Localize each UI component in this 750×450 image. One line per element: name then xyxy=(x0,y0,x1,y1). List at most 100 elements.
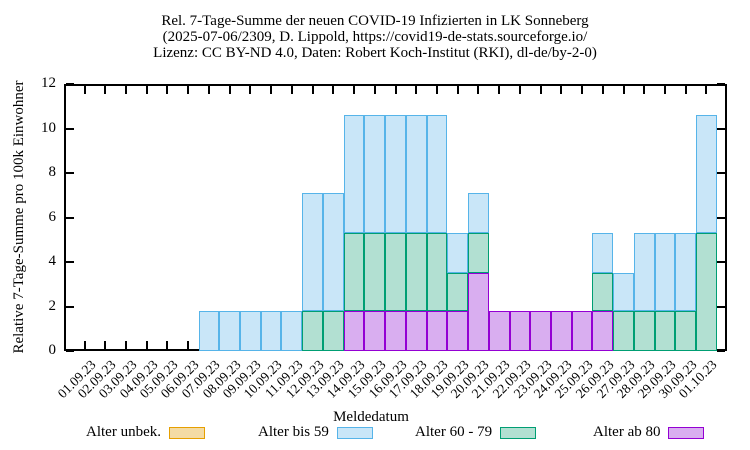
bar-segment-alter-bis-59 xyxy=(633,233,655,311)
bar-segment-alter-ab-80 xyxy=(426,310,448,351)
x-tick-top xyxy=(684,86,687,94)
x-tick xyxy=(166,341,169,349)
bar-segment-alter-60-79 xyxy=(613,310,634,351)
bar-segment-alter-bis-59 xyxy=(260,310,282,351)
bar-segment-alter-bis-59 xyxy=(592,233,614,274)
legend-swatch-alter-bis-59 xyxy=(336,426,373,439)
chart-title: Rel. 7-Tage-Summe der neuen COVID-19 Inf… xyxy=(0,13,750,61)
x-tick-top xyxy=(228,86,231,94)
bar-segment-alter-ab-80 xyxy=(468,273,489,351)
bar-segment-alter-60-79 xyxy=(675,310,697,351)
legend-item-alter-ab-80: Alter ab 80 xyxy=(593,424,705,441)
x-tick xyxy=(124,341,127,349)
bar-segment-alter-ab-80 xyxy=(571,310,593,351)
x-tick-top xyxy=(104,86,107,94)
bar-segment-alter-60-79 xyxy=(364,233,386,311)
legend-swatch-alter-unbek xyxy=(168,426,205,439)
y-tick-label: 10 xyxy=(41,119,56,136)
x-tick xyxy=(104,341,107,349)
x-tick-top xyxy=(373,86,376,94)
bar-segment-alter-ab-80 xyxy=(509,310,531,351)
bar-segment-alter-bis-59 xyxy=(198,310,220,351)
bar-segment-alter-ab-80 xyxy=(343,310,365,351)
x-tick-top xyxy=(249,86,252,94)
x-tick-top xyxy=(332,86,335,94)
legend-item-alter-60-79: Alter 60 - 79 xyxy=(415,424,537,441)
bar-segment-alter-bis-59 xyxy=(219,310,240,351)
chart-title-line2: (2025-07-06/2309, D. Lippold, https://co… xyxy=(162,29,588,45)
bar-segment-alter-bis-59 xyxy=(426,115,448,234)
x-tick-top xyxy=(456,86,459,94)
y-tick xyxy=(66,172,74,174)
x-tick-top xyxy=(270,86,273,94)
legend-swatch-alter-ab-80 xyxy=(668,426,705,439)
bar-segment-alter-bis-59 xyxy=(613,273,634,311)
legend-label-alter-bis-59: Alter bis 59 xyxy=(258,424,329,440)
x-tick-top xyxy=(415,86,418,94)
x-tick-top xyxy=(394,86,397,94)
legend-swatch-alter-60-79 xyxy=(500,426,537,439)
x-tick-top xyxy=(124,86,127,94)
x-tick-top xyxy=(539,86,542,94)
bar-segment-alter-ab-80 xyxy=(550,310,572,351)
x-tick-top xyxy=(290,86,293,94)
y-tick-right xyxy=(717,305,725,308)
bar-segment-alter-60-79 xyxy=(654,310,676,351)
legend-label-alter-ab-80: Alter ab 80 xyxy=(593,424,661,440)
x-tick-top xyxy=(207,86,210,94)
x-tick-top xyxy=(311,86,314,94)
bar-segment-alter-60-79 xyxy=(302,310,323,351)
bar-segment-alter-ab-80 xyxy=(385,310,406,351)
bar-segment-alter-bis-59 xyxy=(405,115,427,234)
bar-segment-alter-ab-80 xyxy=(364,310,386,351)
x-tick-top xyxy=(353,86,356,94)
bar-segment-alter-bis-59 xyxy=(675,233,697,311)
bar-segment-alter-ab-80 xyxy=(592,310,614,351)
bar-segment-alter-ab-80 xyxy=(530,310,551,351)
y-tick-label: 8 xyxy=(48,164,57,180)
bar-segment-alter-bis-59 xyxy=(302,193,323,311)
bar-segment-alter-bis-59 xyxy=(322,193,344,311)
bar-segment-alter-60-79 xyxy=(447,273,469,311)
bar-segment-alter-60-79 xyxy=(633,310,655,351)
y-tick xyxy=(66,350,74,352)
y-tick-label: 6 xyxy=(48,208,57,225)
y-tick-label: 12 xyxy=(41,75,56,91)
bar-segment-alter-bis-59 xyxy=(281,310,303,351)
y-axis-label: Relative 7-Tage-Summe pro 100k Einwohner xyxy=(11,80,27,354)
x-tick-top xyxy=(145,86,148,94)
chart-title-line1: Rel. 7-Tage-Summe der neuen COVID-19 Inf… xyxy=(161,13,589,29)
bar-segment-alter-60-79 xyxy=(405,233,427,311)
bar-segment-alter-ab-80 xyxy=(405,310,427,351)
x-tick-top xyxy=(166,86,169,94)
x-tick xyxy=(187,341,190,349)
y-tick xyxy=(66,83,74,85)
x-tick-top xyxy=(498,86,501,94)
bar-segment-alter-ab-80 xyxy=(488,310,510,351)
bar-segment-alter-bis-59 xyxy=(468,193,489,234)
bar-segment-alter-bis-59 xyxy=(654,233,676,311)
y-tick-right xyxy=(717,261,725,263)
x-tick-top xyxy=(83,86,86,94)
y-tick-right xyxy=(717,216,725,219)
bar-segment-alter-bis-59 xyxy=(343,115,365,234)
x-tick-top xyxy=(435,86,438,94)
bar-segment-alter-ab-80 xyxy=(447,310,469,351)
x-tick-top xyxy=(187,86,190,94)
legend-label-alter-unbek: Alter unbek. xyxy=(86,424,161,440)
bar-segment-alter-bis-59 xyxy=(364,115,386,234)
bar-segment-alter-60-79 xyxy=(385,233,406,311)
bar-segment-alter-60-79 xyxy=(426,233,448,311)
x-tick xyxy=(83,341,86,349)
bar-segment-alter-bis-59 xyxy=(240,310,261,351)
legend-label-alter-60-79: Alter 60 - 79 xyxy=(415,424,493,440)
x-tick-top xyxy=(601,86,604,94)
y-tick-right xyxy=(717,83,725,85)
y-tick xyxy=(66,261,74,263)
y-tick-right xyxy=(717,127,725,130)
x-tick-top xyxy=(705,86,708,94)
x-tick-top xyxy=(581,86,584,94)
y-tick-right xyxy=(717,350,725,352)
chart-title-line3: Lizenz: CC BY-ND 4.0, Daten: Robert Koch… xyxy=(153,45,597,61)
